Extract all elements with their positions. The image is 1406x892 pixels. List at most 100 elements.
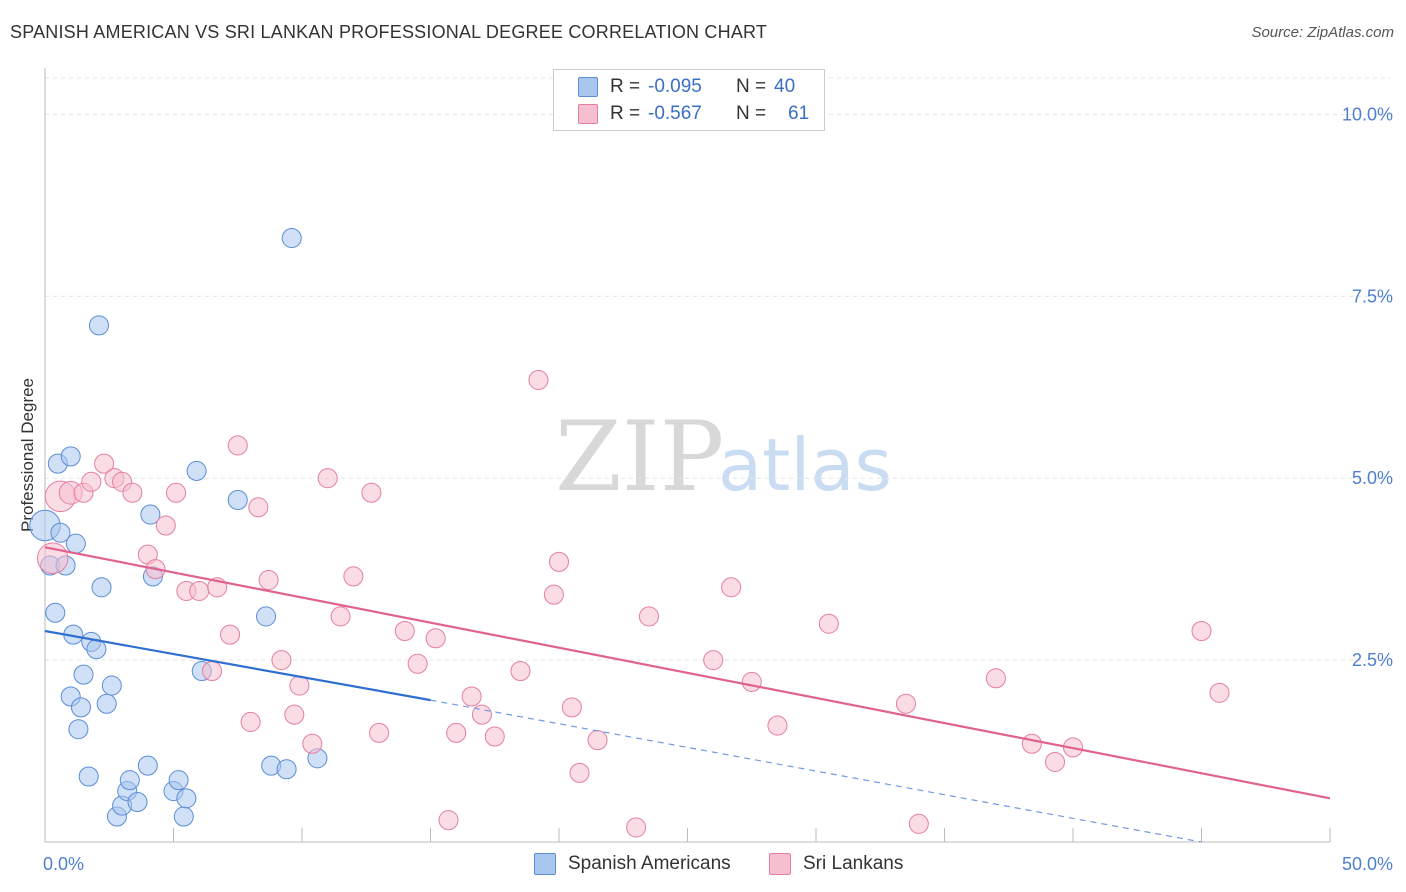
sri-lankan-point <box>361 482 382 503</box>
sri-lankan-point <box>220 624 241 645</box>
n-label: N = <box>736 103 767 124</box>
stats-legend: R = -0.095 N = 40 R = -0.567 N = 61 <box>553 69 825 131</box>
chart-title: SPANISH AMERICAN VS SRI LANKAN PROFESSIO… <box>10 22 768 42</box>
sri-lankan-point <box>343 566 364 587</box>
spanish-american-point <box>45 602 66 623</box>
sri-lankan-point <box>94 453 115 474</box>
sri-lankan-point <box>407 653 428 674</box>
spanish-american-point <box>276 759 297 780</box>
y-tick-label: 2.5% <box>1352 650 1393 670</box>
sri-lankan-point <box>484 726 505 747</box>
y-tick-label: 5.0% <box>1352 468 1393 488</box>
sri-lankan-point <box>569 762 590 783</box>
n-value: 61 <box>788 103 810 124</box>
spanish-american-point <box>168 770 189 791</box>
sri-lankan-point <box>1021 733 1042 754</box>
sri-lankan-point <box>155 515 176 536</box>
legend-label-sri-lankans: Sri Lankans <box>803 853 904 874</box>
sri-lankan-point <box>638 606 659 627</box>
bottom-legend-spanish-americans: Spanish Americans <box>534 852 731 876</box>
swatch-spanish-americans <box>578 77 598 97</box>
y-tick-label: 7.5% <box>1352 286 1393 306</box>
sri-lankan-point <box>248 497 269 518</box>
sri-lankan-point <box>258 570 279 591</box>
sri-lankan-point <box>528 369 549 390</box>
sri-lankan-point <box>543 584 564 605</box>
sri-lankan-point <box>122 482 143 503</box>
sri-lankan-point <box>446 722 467 743</box>
source-credit: Source: ZipAtlas.com <box>1251 24 1394 41</box>
spanish-american-point <box>96 693 117 714</box>
spanish-american-point <box>140 504 161 525</box>
sri-lankan-point <box>425 628 446 649</box>
sri-lankan-point <box>1191 620 1212 642</box>
sri-lankan-point <box>36 542 69 574</box>
swatch-spanish-americans-bottom <box>534 853 556 875</box>
x-tick-label: 0.0% <box>43 854 84 874</box>
sri-lankan-point <box>284 704 305 725</box>
spanish-american-point <box>119 770 140 791</box>
spanish-american-point <box>70 697 92 718</box>
x-tick-label: 50.0% <box>1342 854 1393 874</box>
sri-lankan-point <box>166 482 187 503</box>
r-label: R = <box>610 103 641 124</box>
spanish-american-point <box>255 606 277 627</box>
n-label: N = <box>736 76 767 97</box>
r-label: R = <box>610 76 641 97</box>
sri-lankan-point <box>369 722 390 743</box>
spanish-american-point <box>281 228 302 249</box>
legend-row-sri-lankans: R = -0.567 N = 61 <box>578 103 809 125</box>
legend-label-spanish-americans: Spanish Americans <box>568 853 731 874</box>
spanish-american-point <box>186 460 207 481</box>
sri-lankan-point <box>767 715 788 736</box>
sri-lankan-point <box>81 471 102 492</box>
spanish-american-point <box>60 446 81 467</box>
trend-spanish-americans-extension <box>430 699 1202 843</box>
swatch-sri-lankans <box>578 104 598 124</box>
sri-lankan-point <box>227 435 248 456</box>
sri-lankan-point <box>271 650 292 671</box>
sri-lankan-point <box>626 817 647 838</box>
sri-lankan-point <box>317 468 338 489</box>
sri-lankan-point <box>587 730 608 751</box>
r-value: -0.567 <box>648 103 702 124</box>
sri-lankan-point <box>818 613 839 634</box>
sri-lankan-point <box>510 660 531 682</box>
n-value: 40 <box>774 76 796 97</box>
sri-lankan-point <box>330 606 351 627</box>
trend-spanish-americans <box>44 629 431 702</box>
watermark-atlas: atlas <box>718 423 892 507</box>
spanish-american-point <box>137 755 158 776</box>
sri-lankan-point <box>240 711 261 732</box>
spanish-american-point <box>88 315 109 336</box>
spanish-american-point <box>91 577 112 598</box>
legend-row-spanish-americans: R = -0.095 N = 40 <box>578 76 795 98</box>
r-value: -0.095 <box>648 76 702 97</box>
sri-lankan-point <box>908 813 929 834</box>
y-tick-label: 10.0% <box>1342 104 1393 124</box>
sri-lankan-point <box>394 620 415 642</box>
sri-lankan-point <box>461 686 482 707</box>
spanish-american-point <box>227 489 248 511</box>
sri-lankan-point <box>741 671 762 692</box>
spanish-american-point <box>73 664 94 685</box>
sri-lankan-point <box>1044 751 1066 772</box>
sri-lankan-point <box>895 693 916 714</box>
swatch-sri-lankans-bottom <box>769 853 791 875</box>
sri-lankan-point <box>548 551 570 572</box>
spanish-american-point <box>50 522 71 543</box>
sri-lankan-point <box>1209 682 1230 703</box>
spanish-american-point <box>65 533 86 554</box>
spanish-american-point <box>101 675 122 696</box>
spanish-american-point <box>173 806 194 827</box>
bottom-legend-sri-lankans: Sri Lankans <box>769 852 903 876</box>
sri-lankan-point <box>703 650 724 671</box>
trend-sri-lankans <box>44 546 1331 800</box>
spanish-american-point <box>78 766 99 787</box>
sri-lankan-point <box>721 577 742 598</box>
spanish-american-point <box>176 788 197 809</box>
sri-lankan-point <box>438 810 459 831</box>
sri-lankan-point <box>985 668 1006 689</box>
watermark-zip: ZIP <box>555 401 724 513</box>
